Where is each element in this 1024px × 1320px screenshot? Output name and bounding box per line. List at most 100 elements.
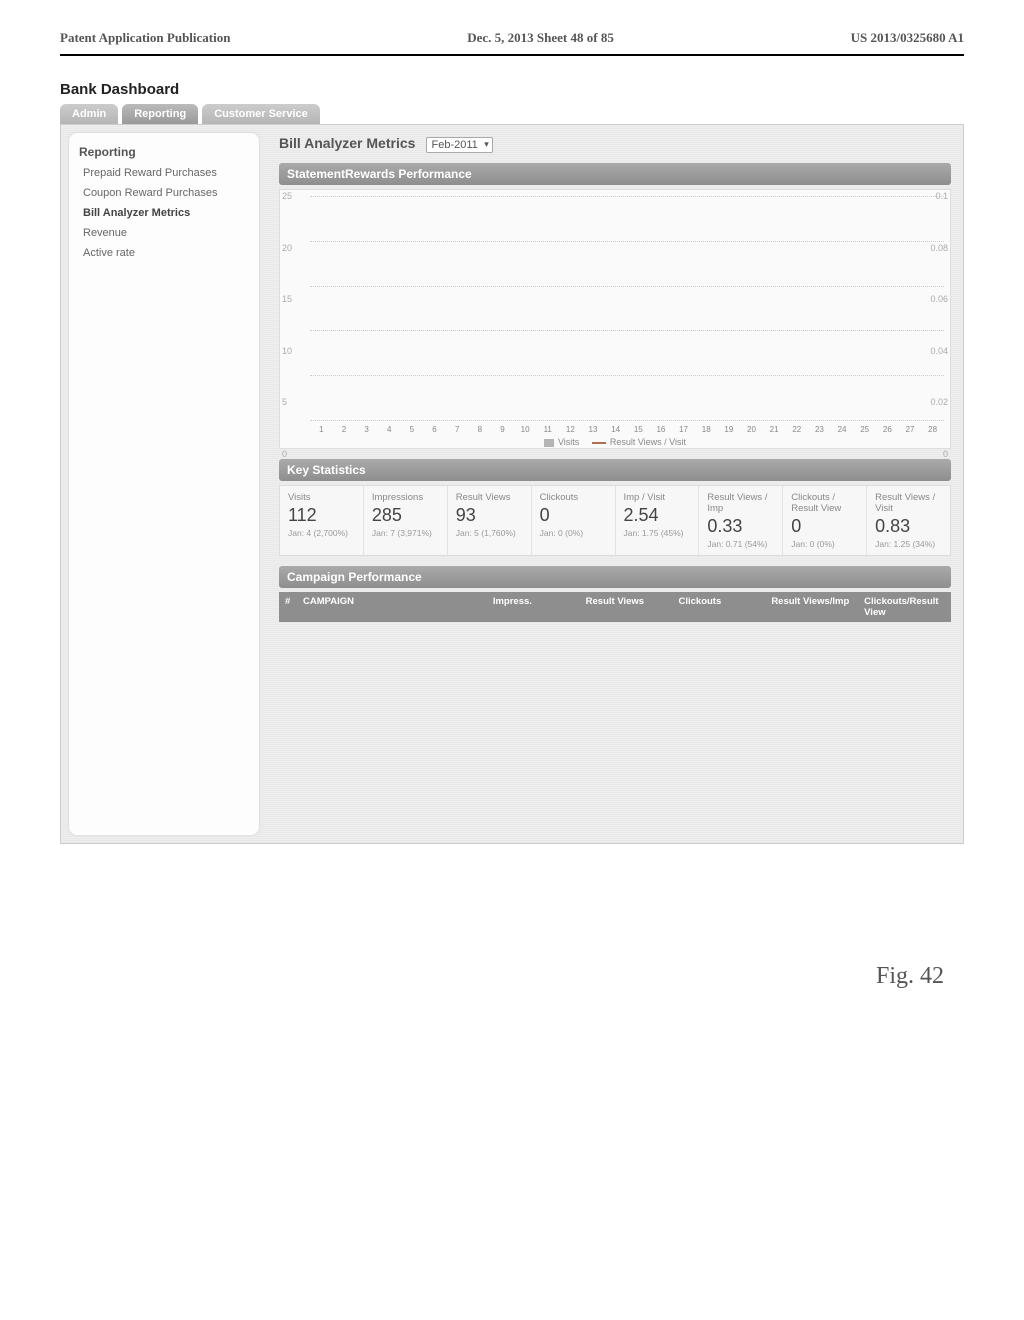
col-rvimp: Result Views/Imp	[765, 592, 858, 622]
col-resultviews: Result Views	[580, 592, 673, 622]
stat-value: 285	[372, 505, 439, 526]
patent-header: Patent Application Publication Dec. 5, 2…	[0, 0, 1024, 54]
legend-label-resultviews: Result Views / Visit	[610, 437, 686, 447]
x-tick: 1	[310, 425, 333, 434]
tab-bar: Admin Reporting Customer Service	[60, 104, 964, 124]
legend-label-visits: Visits	[558, 437, 579, 447]
x-tick: 21	[763, 425, 786, 434]
main-panel: Bill Analyzer Metrics Feb-2011 Statement…	[267, 125, 963, 843]
patent-sheet: Dec. 5, 2013 Sheet 48 of 85	[467, 30, 614, 46]
x-tick: 23	[808, 425, 831, 434]
stat-value: 0.33	[707, 516, 774, 537]
patent-rule	[60, 54, 964, 56]
stat-value: 0	[791, 516, 858, 537]
x-tick: 12	[559, 425, 582, 434]
x-tick: 11	[536, 425, 559, 434]
x-tick: 6	[423, 425, 446, 434]
x-tick: 9	[491, 425, 514, 434]
stat-sub: Jan: 1.75 (45%)	[624, 528, 691, 538]
sidebar-heading: Reporting	[69, 141, 259, 163]
y-right-tick: 0.08	[930, 243, 948, 253]
stat-2: Result Views 93 Jan: 5 (1,760%)	[448, 486, 532, 555]
page-title: Bank Dashboard	[60, 81, 964, 98]
tab-customer-service[interactable]: Customer Service	[202, 104, 320, 124]
tab-reporting[interactable]: Reporting	[122, 104, 198, 124]
y-right-tick: 0.1	[935, 191, 948, 201]
x-tick: 13	[582, 425, 605, 434]
period-select[interactable]: Feb-2011	[426, 137, 492, 153]
metrics-title: Bill Analyzer Metrics	[279, 135, 415, 151]
stat-value: 0	[540, 505, 607, 526]
x-tick: 2	[333, 425, 356, 434]
col-corv: Clickouts/Result View	[858, 592, 951, 622]
stat-sub: Jan: 5 (1,760%)	[456, 528, 523, 538]
sidebar-item-billanalyzer[interactable]: Bill Analyzer Metrics	[69, 203, 259, 223]
tab-admin[interactable]: Admin	[60, 104, 118, 124]
x-tick: 22	[785, 425, 808, 434]
x-tick: 28	[921, 425, 944, 434]
stat-label: Clickouts / Result View	[791, 492, 858, 514]
app-shell: Reporting Prepaid Reward Purchases Coupo…	[60, 124, 964, 844]
stat-value: 0.83	[875, 516, 942, 537]
x-tick: 27	[899, 425, 922, 434]
x-tick: 26	[876, 425, 899, 434]
figure-label: Fig. 42	[876, 963, 944, 990]
y-left-tick: 10	[282, 346, 292, 356]
sidebar-item-activerate[interactable]: Active rate	[69, 243, 259, 263]
x-tick: 17	[672, 425, 695, 434]
y-left-tick: 25	[282, 191, 292, 201]
stat-label: Result Views / Imp	[707, 492, 774, 514]
y-left-tick: 20	[282, 243, 292, 253]
x-tick: 20	[740, 425, 763, 434]
col-impress: Impress.	[487, 592, 580, 622]
stat-label: Result Views	[456, 492, 523, 503]
patent-pub: Patent Application Publication	[60, 30, 230, 46]
x-tick: 10	[514, 425, 537, 434]
stat-7: Result Views / Visit 0.83 Jan: 1.25 (34%…	[867, 486, 950, 555]
section-keystats: Key Statistics	[279, 459, 951, 481]
x-tick: 16	[650, 425, 673, 434]
sidebar-item-revenue[interactable]: Revenue	[69, 223, 259, 243]
y-left-tick: 5	[282, 397, 287, 407]
x-tick: 15	[627, 425, 650, 434]
stat-sub: Jan: 4 (2,700%)	[288, 528, 355, 538]
y-left-tick: 0	[282, 449, 287, 459]
stat-3: Clickouts 0 Jan: 0 (0%)	[532, 486, 616, 555]
stat-label: Imp / Visit	[624, 492, 691, 503]
x-tick: 3	[355, 425, 378, 434]
stat-0: Visits 112 Jan: 4 (2,700%)	[280, 486, 364, 555]
stat-sub: Jan: 1.25 (34%)	[875, 539, 942, 549]
y-right-tick: 0	[943, 449, 948, 459]
col-num: #	[279, 592, 297, 622]
x-tick: 19	[718, 425, 741, 434]
sidebar-item-prepaid[interactable]: Prepaid Reward Purchases	[69, 163, 259, 183]
stat-label: Visits	[288, 492, 355, 503]
stat-4: Imp / Visit 2.54 Jan: 1.75 (45%)	[616, 486, 700, 555]
section-performance: StatementRewards Performance	[279, 163, 951, 185]
x-tick: 8	[468, 425, 491, 434]
stat-sub: Jan: 0.71 (54%)	[707, 539, 774, 549]
x-tick: 18	[695, 425, 718, 434]
stat-label: Impressions	[372, 492, 439, 503]
x-tick: 7	[446, 425, 469, 434]
campaign-table-header: # CAMPAIGN Impress. Result Views Clickou…	[279, 592, 951, 622]
stat-value: 93	[456, 505, 523, 526]
stat-value: 112	[288, 505, 355, 526]
stat-5: Result Views / Imp 0.33 Jan: 0.71 (54%)	[699, 486, 783, 555]
section-campaign: Campaign Performance	[279, 566, 951, 588]
legend-swatch-visits	[544, 439, 554, 447]
sidebar-item-coupon[interactable]: Coupon Reward Purchases	[69, 183, 259, 203]
y-left-tick: 15	[282, 294, 292, 304]
chart-legend: Visits Result Views / Visit	[280, 437, 950, 447]
col-clickouts: Clickouts	[672, 592, 765, 622]
patent-num: US 2013/0325680 A1	[851, 30, 964, 46]
y-right-tick: 0.06	[930, 294, 948, 304]
stat-label: Result Views / Visit	[875, 492, 942, 514]
y-right-tick: 0.02	[930, 397, 948, 407]
stats-row: Visits 112 Jan: 4 (2,700%)Impressions 28…	[279, 485, 951, 556]
x-tick: 24	[831, 425, 854, 434]
stat-1: Impressions 285 Jan: 7 (3,971%)	[364, 486, 448, 555]
stat-sub: Jan: 7 (3,971%)	[372, 528, 439, 538]
legend-swatch-line	[592, 442, 606, 444]
x-tick: 4	[378, 425, 401, 434]
